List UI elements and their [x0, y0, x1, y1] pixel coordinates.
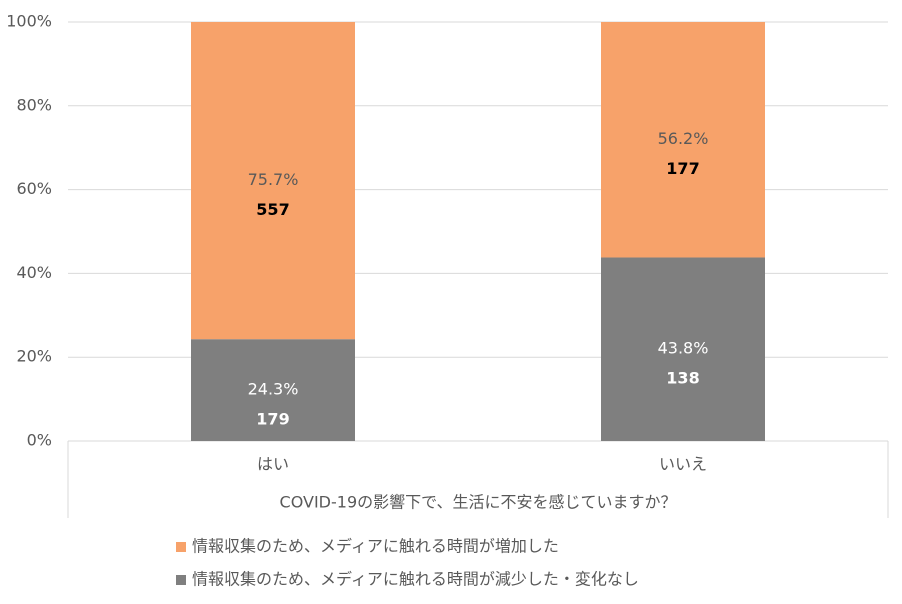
bar-segment — [191, 339, 355, 441]
y-tick-label: 40% — [16, 263, 52, 282]
value-label: 43.8% — [658, 339, 709, 358]
x-tick-label: はい — [257, 455, 289, 474]
y-tick-label: 20% — [16, 347, 52, 366]
legend-label: 情報収集のため、メディアに触れる時間が増加した — [192, 537, 559, 556]
y-tick-label: 100% — [6, 12, 52, 31]
value-label: 24.3% — [248, 380, 299, 399]
legend-label: 情報収集のため、メディアに触れる時間が減少した・変化なし — [192, 570, 639, 589]
bar-segment — [601, 257, 765, 441]
legend-swatch — [176, 542, 186, 552]
count-label: 179 — [256, 410, 289, 429]
value-label: 75.7% — [248, 170, 299, 189]
count-label: 557 — [256, 200, 289, 219]
category-box — [67, 441, 889, 518]
y-tick-label: 60% — [16, 179, 52, 198]
count-label: 177 — [666, 159, 699, 178]
legend-swatch — [176, 575, 186, 585]
count-label: 138 — [666, 369, 699, 388]
x-tick-label: いいえ — [659, 455, 707, 474]
x-axis-title: COVID-19の影響下で、生活に不安を感じていますか？ — [280, 493, 677, 512]
bar-segment — [601, 22, 765, 258]
value-label: 56.2% — [658, 129, 709, 148]
y-tick-label: 0% — [27, 431, 52, 450]
y-tick-label: 80% — [16, 95, 52, 114]
bar-segment — [191, 22, 355, 340]
